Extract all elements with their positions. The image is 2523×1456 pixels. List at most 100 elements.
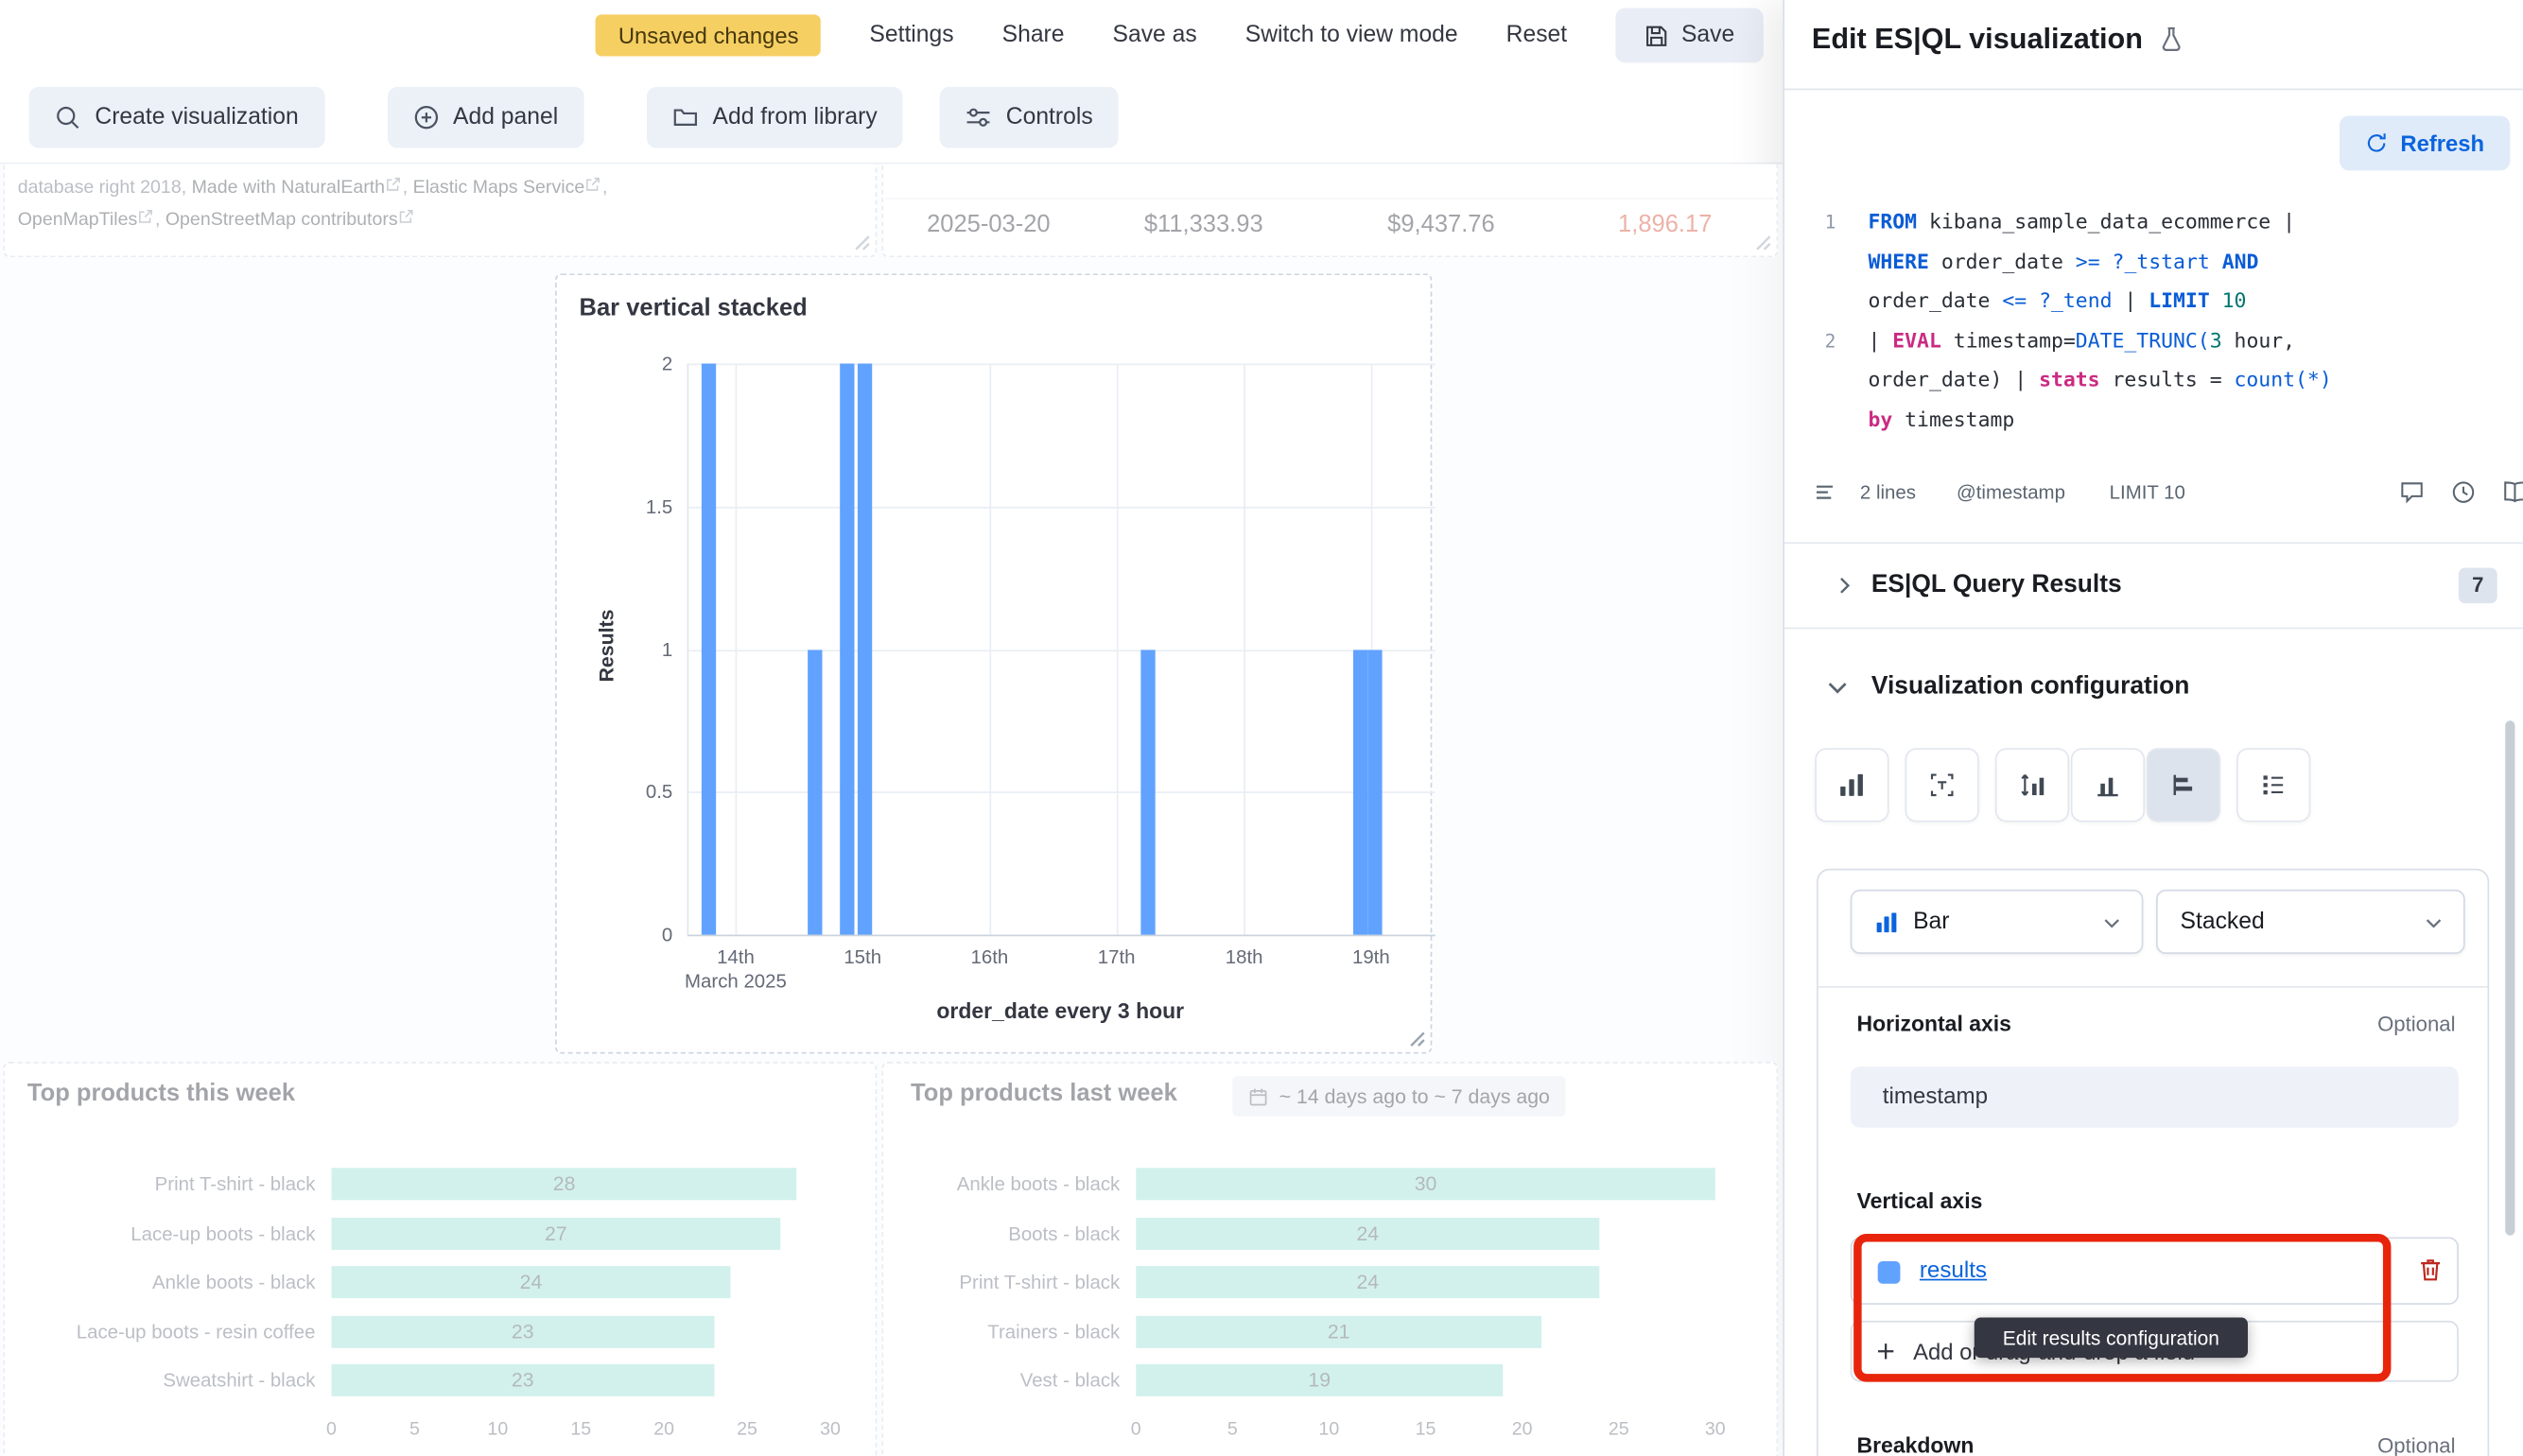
esql-editor-lines: 1FROM kibana_sample_data_ecommerce |WHER…	[1784, 202, 2523, 439]
resize-handle-icon[interactable]	[1408, 1030, 1426, 1048]
settings-button[interactable]: Settings	[869, 23, 953, 48]
table-cell-date: 2025-03-20	[927, 202, 1051, 248]
bar[interactable]: 24	[1136, 1217, 1599, 1249]
bottom-axis-button[interactable]	[2073, 750, 2144, 821]
category-label: Print T-shirt - black	[883, 1258, 1120, 1307]
bar[interactable]: 19	[1136, 1364, 1503, 1396]
bar[interactable]	[701, 364, 715, 935]
chart-style-icon	[1837, 771, 1867, 800]
x-tick-label: 10	[1319, 1420, 1340, 1439]
bar[interactable]: 21	[1136, 1315, 1541, 1347]
horizontal-axis-field[interactable]: timestamp	[1851, 1066, 2459, 1128]
resize-handle-icon[interactable]	[1754, 234, 1772, 251]
esql-query-results-section[interactable]: ES|QL Query Results 7	[1784, 542, 2523, 629]
x-tick-label: 18th	[1226, 945, 1263, 970]
unsaved-changes-badge: Unsaved changes	[596, 14, 821, 56]
y-tick-label: 0.5	[646, 781, 672, 804]
openstreetmap-link[interactable]: OpenStreetMap contributors	[165, 211, 398, 230]
bar[interactable]	[1352, 650, 1366, 935]
stack-mode-select[interactable]: Stacked	[2156, 890, 2465, 954]
refresh-icon	[2365, 132, 2388, 155]
vertical-axis-dimension-row[interactable]: results	[1851, 1237, 2459, 1304]
naturalearth-link[interactable]: Made with NaturalEarth	[192, 179, 385, 198]
left-axis-button[interactable]	[2149, 750, 2219, 821]
bar[interactable]	[809, 650, 823, 935]
sliders-icon	[966, 104, 991, 130]
bar[interactable]: 23	[332, 1315, 714, 1347]
delete-field-button[interactable]	[2417, 1257, 2445, 1284]
refresh-button[interactable]: Refresh	[2340, 116, 2511, 171]
reset-button[interactable]: Reset	[1506, 23, 1567, 48]
switch-to-view-mode-button[interactable]: Switch to view mode	[1245, 23, 1458, 48]
bar[interactable]	[841, 364, 855, 935]
map-panel[interactable]: database right 2018, Made with NaturalEa…	[3, 165, 877, 258]
bar-chart-icon	[1874, 910, 1899, 934]
lens-icon	[55, 104, 80, 130]
bar[interactable]: 30	[1136, 1168, 1715, 1200]
x-tick-label: 0	[1131, 1420, 1141, 1439]
external-link-icon	[139, 209, 153, 223]
results-field-link[interactable]: results	[1920, 1239, 1987, 1303]
query-history-icon[interactable]	[2450, 479, 2476, 505]
create-visualization-button[interactable]: Create visualization	[29, 86, 324, 147]
bar[interactable]	[1141, 650, 1156, 935]
add-from-library-button[interactable]: Add from library	[647, 86, 903, 147]
editor-limit: LIMIT 10	[2110, 481, 2185, 504]
x-tick-label: 15	[1416, 1420, 1436, 1439]
add-panel-button[interactable]: Add panel	[387, 86, 583, 147]
legend-button[interactable]	[2238, 750, 2309, 821]
dashboard-canvas: database right 2018, Made with NaturalEa…	[0, 165, 1783, 1456]
controls-button[interactable]: Controls	[940, 86, 1119, 147]
bar[interactable]: 24	[332, 1266, 731, 1298]
table-panel[interactable]: 2025-03-20 $11,333.93 $9,437.76 1,896.17	[881, 165, 1778, 258]
chart-type-select[interactable]: Bar	[1851, 890, 2144, 954]
x-tick-label: 5	[409, 1420, 420, 1439]
share-button[interactable]: Share	[1002, 23, 1065, 48]
elastic-maps-service-link[interactable]: Elastic Maps Service	[413, 179, 585, 198]
x-tick-label: 30	[1705, 1420, 1726, 1439]
top-products-last-week-panel[interactable]: Top products last week ~ 14 days ago to …	[881, 1062, 1778, 1456]
series-color-swatch	[1878, 1261, 1901, 1284]
gridline	[688, 650, 1435, 651]
y-tick-label: 1	[662, 638, 672, 661]
table-row: 2025-03-20 $11,333.93 $9,437.76 1,896.17	[883, 202, 1776, 248]
value-labels-button[interactable]	[1906, 750, 1977, 821]
plus-circle-icon	[413, 104, 439, 130]
top-products-this-week-panel[interactable]: Top products this week Print T-shirt - b…	[3, 1062, 877, 1456]
esql-editor[interactable]: 1FROM kibana_sample_data_ecommerce |WHER…	[1784, 202, 2523, 439]
save-button[interactable]: Save	[1615, 9, 1764, 63]
bar[interactable]: 28	[332, 1168, 797, 1200]
external-link-icon	[399, 209, 413, 223]
category-label: Lace-up boots - black	[5, 1209, 315, 1257]
visualization-configuration-section[interactable]: Visualization configuration	[1784, 647, 2523, 727]
gridline	[688, 792, 1435, 794]
stack-mode-value: Stacked	[2181, 909, 2265, 934]
chevron-right-icon	[1833, 574, 1855, 597]
axis-extent-button[interactable]	[1997, 750, 2068, 821]
dashboard-topbar: Unsaved changes Settings Share Save as S…	[0, 0, 1783, 71]
visualization-configuration-title: Visualization configuration	[1871, 672, 2190, 702]
chart-style-button[interactable]	[1817, 750, 1888, 821]
resize-handle-icon[interactable]	[853, 234, 871, 251]
dashboard-toolbar: Create visualization Add panel Add from …	[0, 71, 1783, 165]
bar[interactable]: 24	[1136, 1266, 1599, 1298]
save-as-button[interactable]: Save as	[1113, 23, 1197, 48]
flyout-title: Edit ES|QL visualization	[1812, 23, 2184, 57]
feedback-icon[interactable]	[2399, 479, 2425, 505]
bar-vertical-stacked-panel[interactable]: Bar vertical stacked Results 00.511.5214…	[555, 273, 1432, 1053]
gridline	[688, 364, 1435, 366]
bar[interactable]	[857, 364, 871, 935]
openmaptiles-link[interactable]: OpenMapTiles	[18, 211, 138, 230]
results-count-badge: 7	[2459, 567, 2497, 602]
save-button-label: Save	[1681, 23, 1734, 48]
bar[interactable]: 23	[332, 1364, 714, 1396]
bar[interactable]	[1368, 650, 1383, 935]
gridline	[1244, 364, 1246, 935]
category-label: Trainers - black	[883, 1307, 1120, 1355]
x-tick-label: 0	[326, 1420, 337, 1439]
code-line: WHERE order_date >= ?_tstart AND	[1784, 242, 2523, 282]
table-cell-taxful: $11,333.93	[1144, 202, 1263, 248]
flyout-scrollbar[interactable]	[2505, 720, 2514, 1235]
documentation-icon[interactable]	[2502, 479, 2523, 505]
bar[interactable]: 27	[332, 1217, 781, 1249]
